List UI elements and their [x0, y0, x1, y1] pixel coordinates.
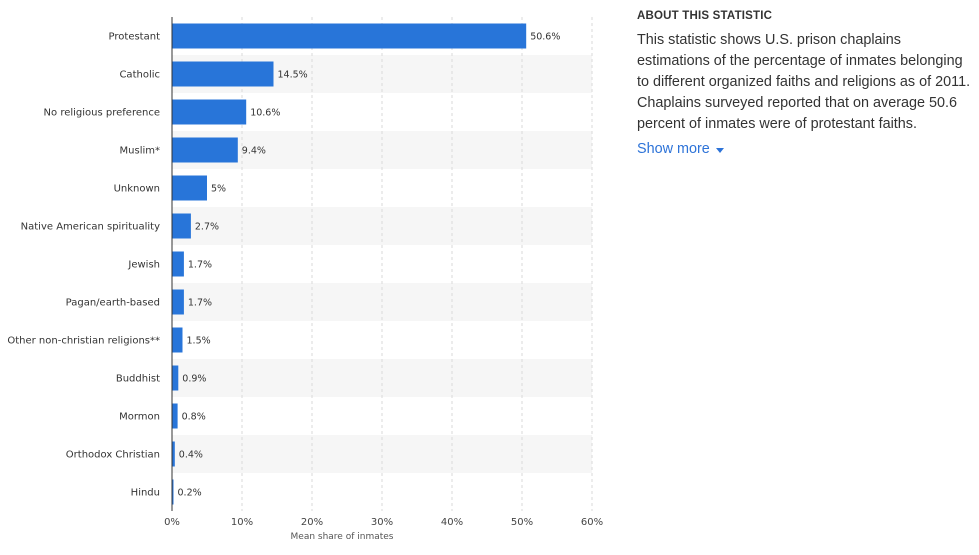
about-this-statistic-panel: ABOUT THIS STATISTIC This statistic show…	[637, 10, 975, 158]
value-label: 0.8%	[182, 412, 206, 423]
show-more-link[interactable]: Show more	[637, 141, 724, 157]
value-label: 0.9%	[182, 374, 206, 385]
value-label: 50.6%	[530, 32, 560, 43]
category-label: Buddhist	[116, 374, 160, 385]
bar	[172, 479, 174, 505]
value-label: 5%	[211, 184, 226, 195]
value-label: 1.5%	[187, 336, 211, 347]
value-label: 1.7%	[188, 260, 212, 271]
x-tick-label: 0%	[164, 517, 180, 528]
category-label: Catholic	[119, 70, 160, 81]
value-label: 1.7%	[188, 298, 212, 309]
category-label: Jewish	[127, 260, 160, 271]
x-tick-label: 60%	[581, 517, 603, 528]
x-tick-label: 10%	[231, 517, 253, 528]
value-label: 10.6%	[250, 108, 280, 119]
bar	[172, 213, 191, 239]
category-label: Hindu	[131, 488, 160, 499]
bar	[172, 175, 207, 201]
about-description: This statistic shows U.S. prison chaplai…	[637, 32, 971, 132]
x-tick-label: 50%	[511, 517, 533, 528]
bar	[172, 99, 247, 125]
bar	[172, 441, 175, 467]
category-label: Other non-christian religions**	[7, 336, 160, 347]
value-label: 14.5%	[278, 70, 308, 81]
category-label: Mormon	[119, 412, 160, 423]
x-tick-label: 20%	[301, 517, 323, 528]
bar	[172, 137, 238, 163]
category-label: Pagan/earth-based	[66, 298, 160, 309]
category-label: Native American spirituality	[21, 222, 160, 233]
value-label: 0.2%	[178, 488, 202, 499]
row-stripe	[172, 435, 592, 473]
value-label: 9.4%	[242, 146, 266, 157]
x-axis-title: Mean share of inmates	[291, 532, 394, 542]
bar	[172, 403, 178, 429]
about-heading: ABOUT THIS STATISTIC	[637, 10, 773, 22]
bar	[172, 289, 184, 315]
row-stripe	[172, 207, 592, 245]
x-tick-label: 30%	[371, 517, 393, 528]
bar	[172, 23, 527, 49]
category-label: Unknown	[114, 184, 160, 195]
category-label: No religious preference	[44, 108, 160, 119]
bar	[172, 327, 183, 353]
bar	[172, 251, 184, 277]
bar	[172, 365, 179, 391]
value-label: 0.4%	[179, 450, 203, 461]
bar-chart: Protestant 50.6% Catholic 14.5% No religious…	[7, 17, 603, 542]
caret-down-icon	[715, 147, 724, 153]
bar	[172, 61, 274, 87]
category-label: Orthodox Christian	[66, 450, 160, 461]
value-label: 2.7%	[195, 222, 219, 233]
x-tick-label: 40%	[441, 517, 463, 528]
category-label: Muslim*	[120, 146, 160, 157]
show-more-label: Show more	[637, 141, 710, 157]
category-label: Protestant	[109, 32, 161, 43]
chart-svg: Protestant 50.6% Catholic 14.5% No religious…	[7, 17, 603, 542]
